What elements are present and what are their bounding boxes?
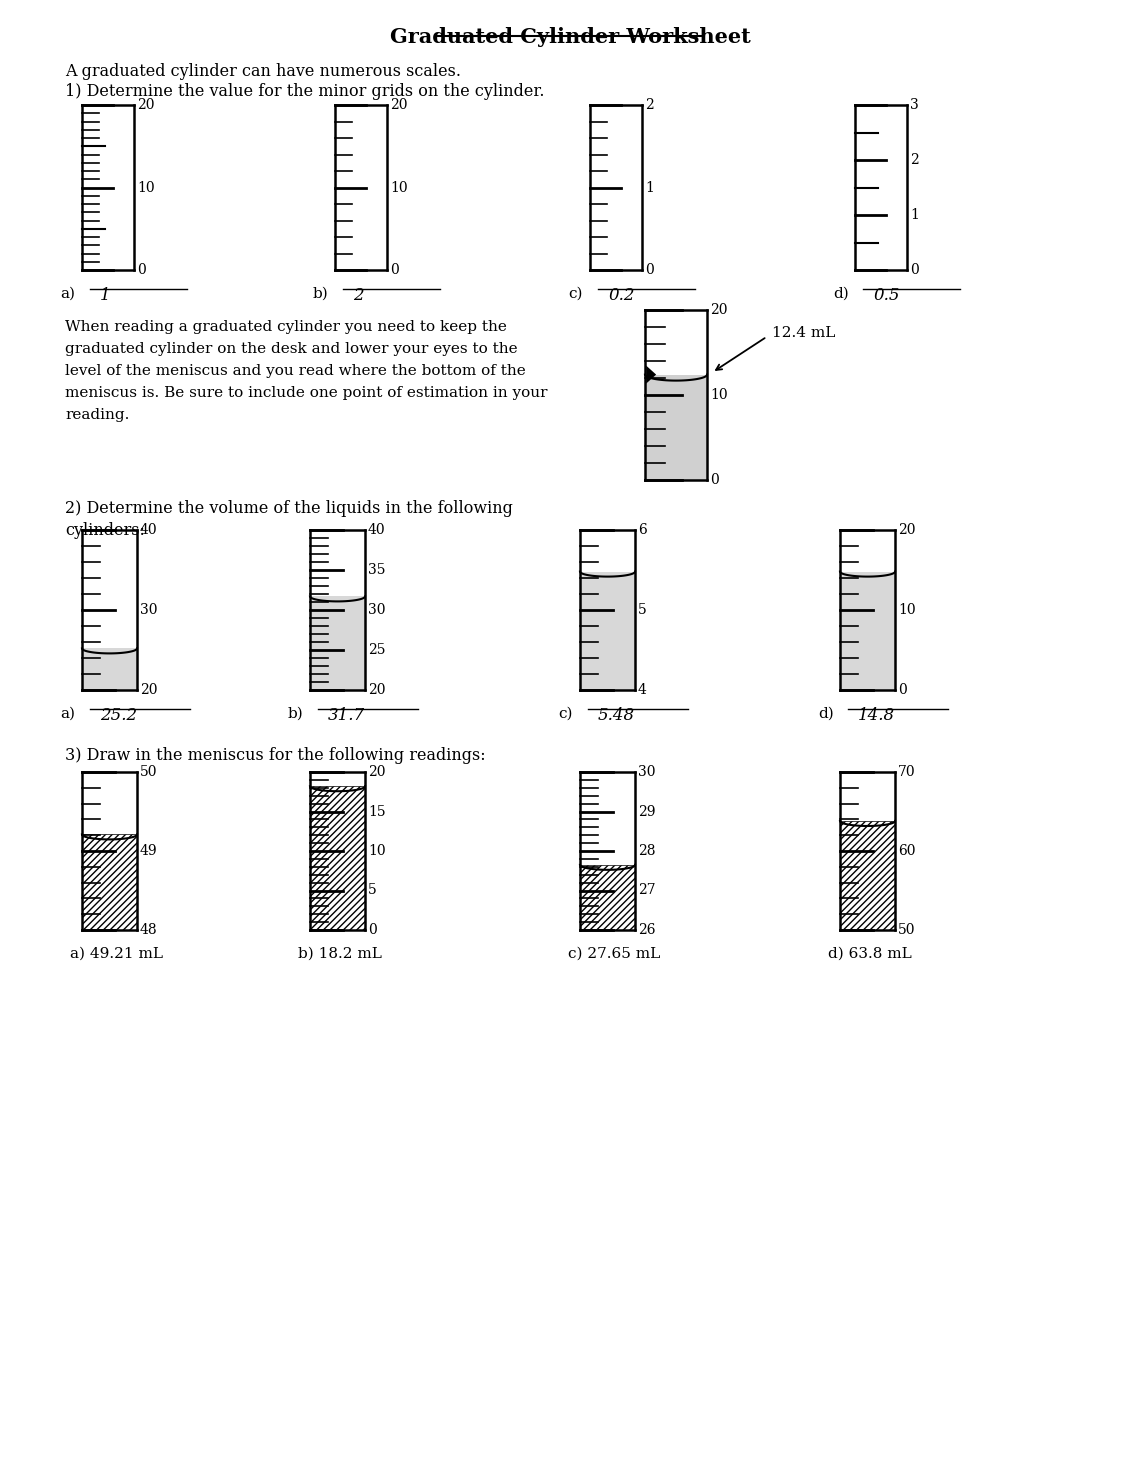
Text: 0: 0 bbox=[645, 263, 653, 277]
Text: 40: 40 bbox=[368, 524, 385, 537]
Text: 0: 0 bbox=[137, 263, 146, 277]
Text: 49: 49 bbox=[140, 844, 157, 858]
Text: reading.: reading. bbox=[65, 409, 129, 422]
Bar bbox=[840, 822, 895, 931]
Text: 50: 50 bbox=[898, 923, 915, 937]
Text: 0.5: 0.5 bbox=[873, 288, 899, 304]
Text: 20: 20 bbox=[140, 683, 157, 698]
Polygon shape bbox=[646, 366, 657, 384]
Text: 5: 5 bbox=[368, 884, 376, 897]
Text: 40: 40 bbox=[140, 524, 157, 537]
Text: 70: 70 bbox=[898, 766, 915, 779]
Text: graduated cylinder on the desk and lower your eyes to the: graduated cylinder on the desk and lower… bbox=[65, 342, 518, 355]
Text: 28: 28 bbox=[638, 844, 656, 858]
Text: 25.2: 25.2 bbox=[100, 707, 137, 724]
Text: 20: 20 bbox=[390, 97, 407, 112]
Text: 1: 1 bbox=[100, 288, 111, 304]
Text: 27: 27 bbox=[638, 884, 656, 897]
Text: 29: 29 bbox=[638, 804, 656, 819]
Text: 12.4 mL: 12.4 mL bbox=[772, 326, 836, 339]
Text: 10: 10 bbox=[898, 603, 915, 617]
Bar bbox=[580, 864, 635, 931]
Text: 15: 15 bbox=[368, 804, 385, 819]
Text: 3: 3 bbox=[910, 97, 919, 112]
Text: 30: 30 bbox=[368, 603, 385, 617]
Text: 20: 20 bbox=[710, 302, 727, 317]
Text: 26: 26 bbox=[638, 923, 656, 937]
Text: When reading a graduated cylinder you need to keep the: When reading a graduated cylinder you ne… bbox=[65, 320, 507, 333]
Bar bbox=[840, 572, 895, 690]
Text: b) 18.2 mL: b) 18.2 mL bbox=[298, 947, 382, 962]
Text: Graduated Cylinder Worksheet: Graduated Cylinder Worksheet bbox=[390, 27, 750, 47]
Text: 5: 5 bbox=[638, 603, 646, 617]
Text: d): d) bbox=[819, 707, 833, 721]
Text: 1: 1 bbox=[910, 208, 919, 223]
Text: c) 27.65 mL: c) 27.65 mL bbox=[568, 947, 660, 962]
Text: 2) Determine the volume of the liquids in the following: 2) Determine the volume of the liquids i… bbox=[65, 500, 513, 518]
Text: 30: 30 bbox=[140, 603, 157, 617]
Bar bbox=[580, 572, 635, 690]
Text: 31.7: 31.7 bbox=[328, 707, 365, 724]
Bar bbox=[82, 649, 137, 690]
Text: b): b) bbox=[288, 707, 303, 721]
Text: 2: 2 bbox=[353, 288, 364, 304]
Text: 2: 2 bbox=[910, 153, 919, 167]
Text: 14.8: 14.8 bbox=[858, 707, 895, 724]
Text: 10: 10 bbox=[137, 180, 155, 195]
Bar bbox=[645, 375, 707, 479]
Text: 0: 0 bbox=[910, 263, 919, 277]
Text: b): b) bbox=[314, 288, 328, 301]
Text: 6: 6 bbox=[638, 524, 646, 537]
Text: 50: 50 bbox=[140, 766, 157, 779]
Text: 5.48: 5.48 bbox=[598, 707, 635, 724]
Text: meniscus is. Be sure to include one point of estimation in your: meniscus is. Be sure to include one poin… bbox=[65, 386, 547, 400]
Bar bbox=[310, 596, 365, 690]
Text: a): a) bbox=[60, 288, 75, 301]
Text: 0: 0 bbox=[710, 473, 718, 487]
Text: 0.2: 0.2 bbox=[608, 288, 635, 304]
Text: 25: 25 bbox=[368, 643, 385, 656]
Text: d) 63.8 mL: d) 63.8 mL bbox=[828, 947, 912, 962]
Text: 3) Draw in the meniscus for the following readings:: 3) Draw in the meniscus for the followin… bbox=[65, 746, 486, 764]
Text: c): c) bbox=[568, 288, 583, 301]
Text: 2: 2 bbox=[645, 97, 653, 112]
Text: 10: 10 bbox=[710, 388, 727, 403]
Text: 20: 20 bbox=[137, 97, 155, 112]
Text: 0: 0 bbox=[898, 683, 906, 698]
Text: 10: 10 bbox=[390, 180, 408, 195]
Text: 35: 35 bbox=[368, 563, 385, 577]
Text: 48: 48 bbox=[140, 923, 157, 937]
Bar bbox=[310, 786, 365, 931]
Text: 30: 30 bbox=[638, 766, 656, 779]
Text: level of the meniscus and you read where the bottom of the: level of the meniscus and you read where… bbox=[65, 364, 526, 378]
Text: d): d) bbox=[833, 288, 849, 301]
Bar bbox=[82, 835, 137, 931]
Text: 20: 20 bbox=[368, 683, 385, 698]
Text: c): c) bbox=[557, 707, 572, 721]
Text: 1) Determine the value for the minor grids on the cylinder.: 1) Determine the value for the minor gri… bbox=[65, 83, 545, 100]
Text: 20: 20 bbox=[368, 766, 385, 779]
Text: A graduated cylinder can have numerous scales.: A graduated cylinder can have numerous s… bbox=[65, 63, 461, 80]
Text: 0: 0 bbox=[368, 923, 376, 937]
Text: 1: 1 bbox=[645, 180, 654, 195]
Text: cylinders:: cylinders: bbox=[65, 522, 145, 538]
Text: 10: 10 bbox=[368, 844, 385, 858]
Text: 60: 60 bbox=[898, 844, 915, 858]
Text: a) 49.21 mL: a) 49.21 mL bbox=[70, 947, 163, 962]
Text: 0: 0 bbox=[390, 263, 399, 277]
Text: 4: 4 bbox=[638, 683, 646, 698]
Text: 20: 20 bbox=[898, 524, 915, 537]
Text: a): a) bbox=[60, 707, 75, 721]
